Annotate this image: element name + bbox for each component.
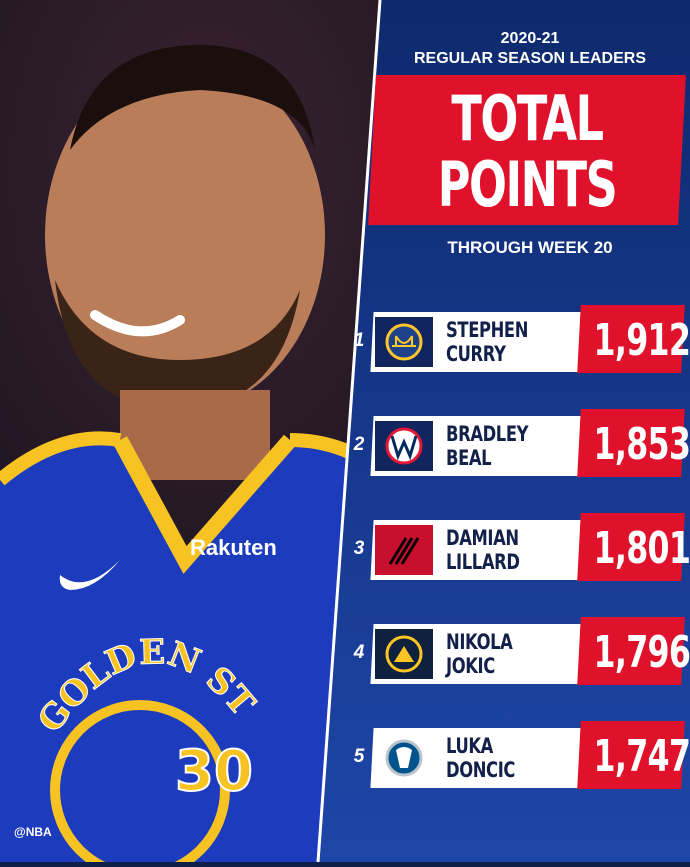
leader-row: 2 BRADLEY BEAL 1,853 bbox=[0, 409, 690, 478]
points-value: 1,912 bbox=[593, 315, 690, 366]
jersey-sponsor: Rakuten bbox=[190, 535, 277, 560]
leader-row: 4 NIKOLA JOKIC 1,796 bbox=[0, 617, 690, 686]
through-week: THROUGH WEEK 20 bbox=[447, 238, 613, 257]
warriors-logo-icon bbox=[375, 317, 433, 367]
first-name: DAMIAN bbox=[446, 526, 519, 550]
last-name: LILLARD bbox=[446, 550, 520, 574]
nba-credit: @NBA bbox=[14, 825, 52, 839]
wizards-logo-icon bbox=[375, 421, 433, 471]
last-name: BEAL bbox=[446, 446, 492, 470]
nuggets-logo-icon bbox=[375, 629, 433, 679]
leader-row: 3 DAMIAN LILLARD 1,801 bbox=[0, 513, 690, 582]
points-value: 1,801 bbox=[593, 523, 690, 574]
rank: 1 bbox=[353, 330, 365, 351]
first-name: BRADLEY bbox=[446, 422, 529, 446]
player-name: DAMIAN LILLARD bbox=[446, 526, 555, 574]
last-name: CURRY bbox=[446, 342, 506, 366]
points-value: 1,747 bbox=[593, 731, 690, 782]
player-name: BRADLEY BEAL bbox=[446, 422, 555, 470]
leader-row: 1 STEPHEN CURRY 1,912 bbox=[0, 305, 690, 374]
first-name: STEPHEN bbox=[446, 318, 529, 342]
season-year: 2020-21 bbox=[500, 30, 560, 47]
points-value: 1,796 bbox=[593, 627, 690, 678]
rank: 2 bbox=[353, 434, 365, 455]
first-name: NIKOLA bbox=[446, 630, 513, 654]
points-value: 1,853 bbox=[593, 419, 690, 470]
last-name: JOKIC bbox=[446, 654, 495, 678]
player-name: STEPHEN CURRY bbox=[446, 318, 555, 366]
leader-row: 5 LUKA DONCIC 1,747 bbox=[0, 721, 690, 790]
title-line-2: POINTS bbox=[437, 148, 618, 221]
first-name: LUKA bbox=[446, 734, 493, 758]
rank: 4 bbox=[353, 642, 365, 663]
rank: 5 bbox=[353, 746, 365, 767]
player-name: NIKOLA JOKIC bbox=[446, 630, 555, 678]
last-name: DONCIC bbox=[446, 758, 516, 782]
jersey-number: 30 bbox=[175, 739, 253, 804]
rank: 3 bbox=[353, 538, 365, 559]
mavericks-logo-icon bbox=[375, 733, 433, 783]
trail-blazers-logo-icon bbox=[375, 525, 433, 575]
title-line-1: TOTAL bbox=[451, 82, 604, 155]
player-name: LUKA DONCIC bbox=[446, 734, 555, 782]
season-subtitle: REGULAR SEASON LEADERS bbox=[413, 50, 647, 67]
